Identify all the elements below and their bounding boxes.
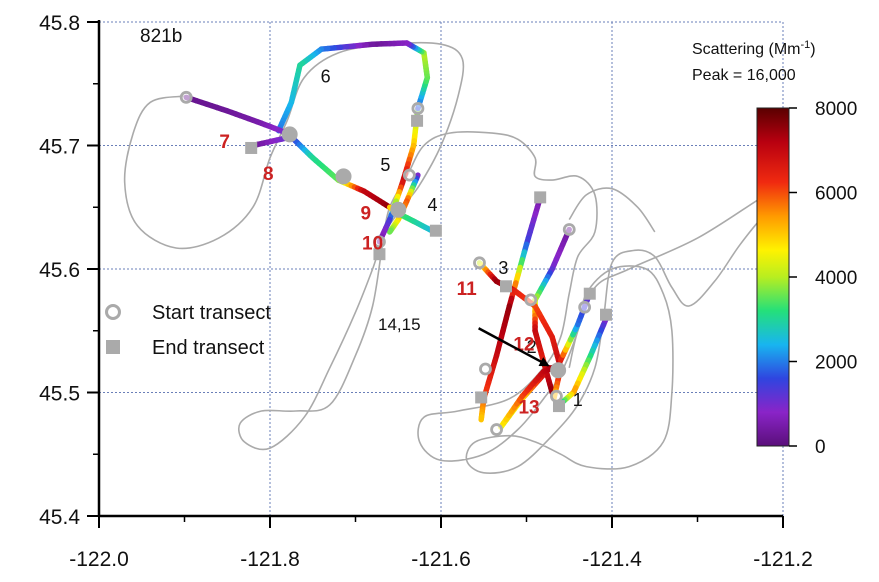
end-transect-marker [245, 142, 257, 154]
colorbar: Scattering (Mm-1) Peak = 16,000 [692, 39, 857, 458]
y-tick-label: 45.8 [39, 12, 80, 35]
colorbar-gradient [757, 108, 789, 446]
colorbar-peak-label: Peak = 16,000 [692, 67, 796, 84]
colorbar-tick-label: 8000 [815, 99, 857, 120]
start-transect-marker [526, 295, 536, 305]
transect-6 [279, 43, 428, 131]
y-tick-label: 45.6 [39, 259, 80, 282]
legend-end-label: End transect [152, 337, 265, 359]
transect-label-13: 13 [518, 398, 539, 419]
start-transect-marker [181, 92, 191, 102]
y-tick-label: 45.7 [39, 136, 80, 159]
colorbar-tick-label: 0 [815, 437, 826, 458]
transect-label-8: 8 [263, 164, 274, 185]
y-tick-label: 45.5 [39, 383, 80, 406]
x-tick-label: -121.4 [582, 548, 642, 571]
waypoint-marker [550, 362, 566, 378]
end-transect-marker [411, 115, 423, 127]
legend-end-marker [106, 340, 120, 354]
axis-layer: -122.0-121.8-121.6-121.4-121.245.445.545… [39, 12, 813, 571]
panel-label: 821b [140, 26, 182, 47]
x-tick-label: -121.6 [411, 548, 471, 571]
transect-label-6: 6 [321, 66, 331, 86]
x-tick-label: -122.0 [69, 548, 129, 571]
transect-layer [186, 43, 608, 427]
colorbar-ticks: 0 2000 4000 6000 8000 [789, 99, 857, 458]
start-transect-marker [480, 364, 490, 374]
end-transect-marker [553, 400, 565, 412]
colorbar-tick-label: 2000 [815, 353, 857, 374]
colorbar-title: Scattering (Mm-1) [692, 39, 816, 58]
annotation-label: 14,15 [378, 315, 421, 334]
grid-layer [99, 22, 783, 516]
legend-start-marker [107, 306, 120, 319]
transect-segment [390, 230, 391, 232]
end-transect-marker [500, 280, 512, 292]
transect-label-9: 9 [360, 204, 371, 225]
legend-start-label: Start transect [152, 302, 271, 324]
flight-track-line [569, 189, 783, 368]
start-transect-marker [551, 391, 561, 401]
end-transect-marker [475, 391, 487, 403]
transect-label-3: 3 [498, 258, 508, 278]
transect-label-5: 5 [380, 155, 390, 175]
waypoint-marker [282, 126, 298, 142]
end-transect-marker [584, 288, 596, 300]
colorbar-tick-label: 6000 [815, 184, 857, 205]
y-tick-label: 45.4 [39, 506, 80, 529]
transect-label-7: 7 [219, 132, 230, 153]
start-transect-marker [564, 224, 574, 234]
transect-10 [398, 213, 434, 232]
start-transect-marker [492, 425, 502, 435]
transect-7 [186, 97, 287, 133]
transect-label-11: 11 [457, 279, 478, 300]
transect-label-10: 10 [362, 233, 383, 254]
end-transect-marker [534, 191, 546, 203]
start-transect-marker [404, 170, 414, 180]
transect-label-4: 4 [427, 195, 437, 215]
end-transect-marker [430, 225, 442, 237]
legend: Start transect End transect [106, 302, 271, 359]
waypoint-marker [390, 202, 406, 218]
waypoint-marker [336, 168, 352, 184]
x-tick-label: -121.8 [240, 548, 300, 571]
transect-label-1: 1 [573, 390, 583, 410]
colorbar-tick-label: 4000 [815, 268, 857, 289]
start-transect-marker [580, 302, 590, 312]
x-tick-label: -121.2 [753, 548, 813, 571]
start-transect-marker [413, 103, 423, 113]
end-transect-marker [600, 309, 612, 321]
start-transect-marker [474, 258, 484, 268]
